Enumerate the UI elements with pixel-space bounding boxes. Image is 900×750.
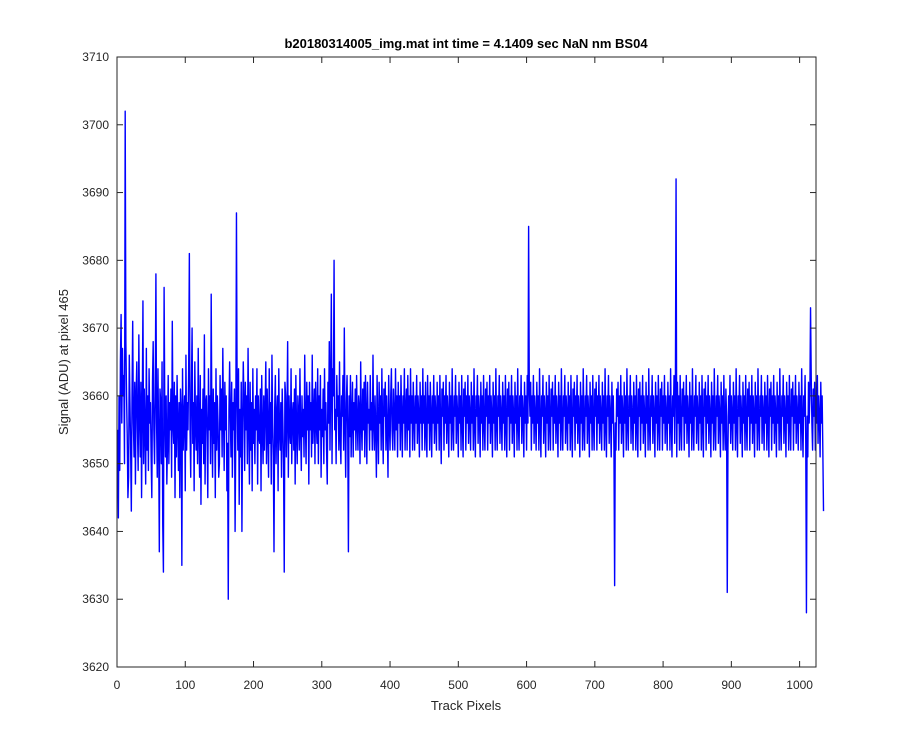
x-tick-label: 1000 [786,678,813,692]
y-tick-label: 3670 [82,321,109,335]
plot-area [117,57,816,667]
axes-box [116,56,817,668]
y-tick-label: 3680 [82,253,109,267]
y-tick-label: 3690 [82,186,109,200]
x-tick-label: 100 [175,678,195,692]
x-tick-label: 600 [517,678,537,692]
series-layer [116,110,825,614]
signal-series-line [116,110,825,614]
x-tick-label: 900 [721,678,741,692]
x-tick-label: 700 [585,678,605,692]
x-tick-label: 400 [380,678,400,692]
y-tick-label: 3640 [82,524,109,538]
x-tick-label: 300 [312,678,332,692]
x-axis: 0 100 200 300 400 500 600 700 800 900 1000 [114,57,813,692]
y-tick-label: 3660 [82,389,109,403]
chart-title: b20180314005_img.mat int time = 4.1409 s… [284,36,648,51]
x-tick-label: 800 [653,678,673,692]
y-axis: 3620 3630 3640 3650 3660 3670 3680 3690 3700 3710 [82,50,816,674]
y-tick-label: 3630 [82,592,109,606]
x-axis-label: Track Pixels [431,698,502,713]
y-tick-label: 3700 [82,118,109,132]
y-tick-label: 3710 [82,50,109,64]
x-tick-label: 0 [114,678,121,692]
y-tick-label: 3650 [82,457,109,471]
y-tick-label: 3620 [82,660,109,674]
x-tick-label: 500 [448,678,468,692]
x-tick-label: 200 [244,678,264,692]
y-axis-label: Signal (ADU) at pixel 465 [56,289,71,435]
